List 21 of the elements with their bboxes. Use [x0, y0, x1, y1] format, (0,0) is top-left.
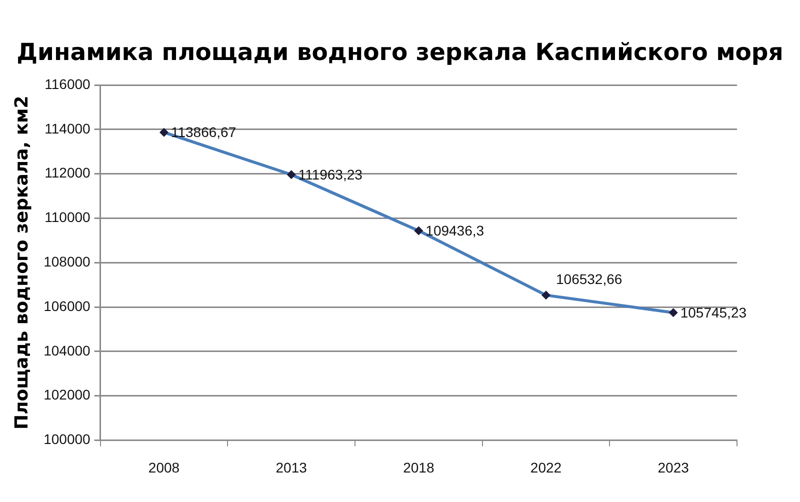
x-tick-label: 2008 [148, 459, 180, 476]
x-tick-label: 2013 [276, 459, 308, 476]
y-tick-label: 106000 [44, 298, 91, 314]
y-tick-label: 104000 [44, 342, 91, 358]
y-tick-label: 108000 [44, 253, 91, 270]
x-tick-label: 2018 [403, 459, 434, 476]
chart-title: Динамика площади водного зеркала Каспийского моря [16, 38, 784, 66]
y-tick-label: 112000 [44, 164, 91, 181]
y-tick-label: 114000 [44, 120, 91, 136]
data-label: 113866,67 [170, 124, 236, 140]
x-tick-label: 2022 [530, 459, 562, 476]
data-label: 109436,3 [426, 222, 484, 239]
data-label: 106532,66 [556, 271, 622, 288]
y-tick-label: 102000 [44, 386, 91, 403]
data-label: 105745,23 [680, 304, 747, 321]
y-tick-label: 100000 [44, 431, 91, 448]
y-axis-title: Площадь водного зеркала, км2 [11, 96, 32, 430]
data-label: 111963,23 [298, 166, 363, 182]
x-tick-label: 2023 [658, 459, 690, 476]
y-tick-label: 116000 [44, 76, 91, 92]
y-tick-label: 110000 [44, 209, 91, 226]
